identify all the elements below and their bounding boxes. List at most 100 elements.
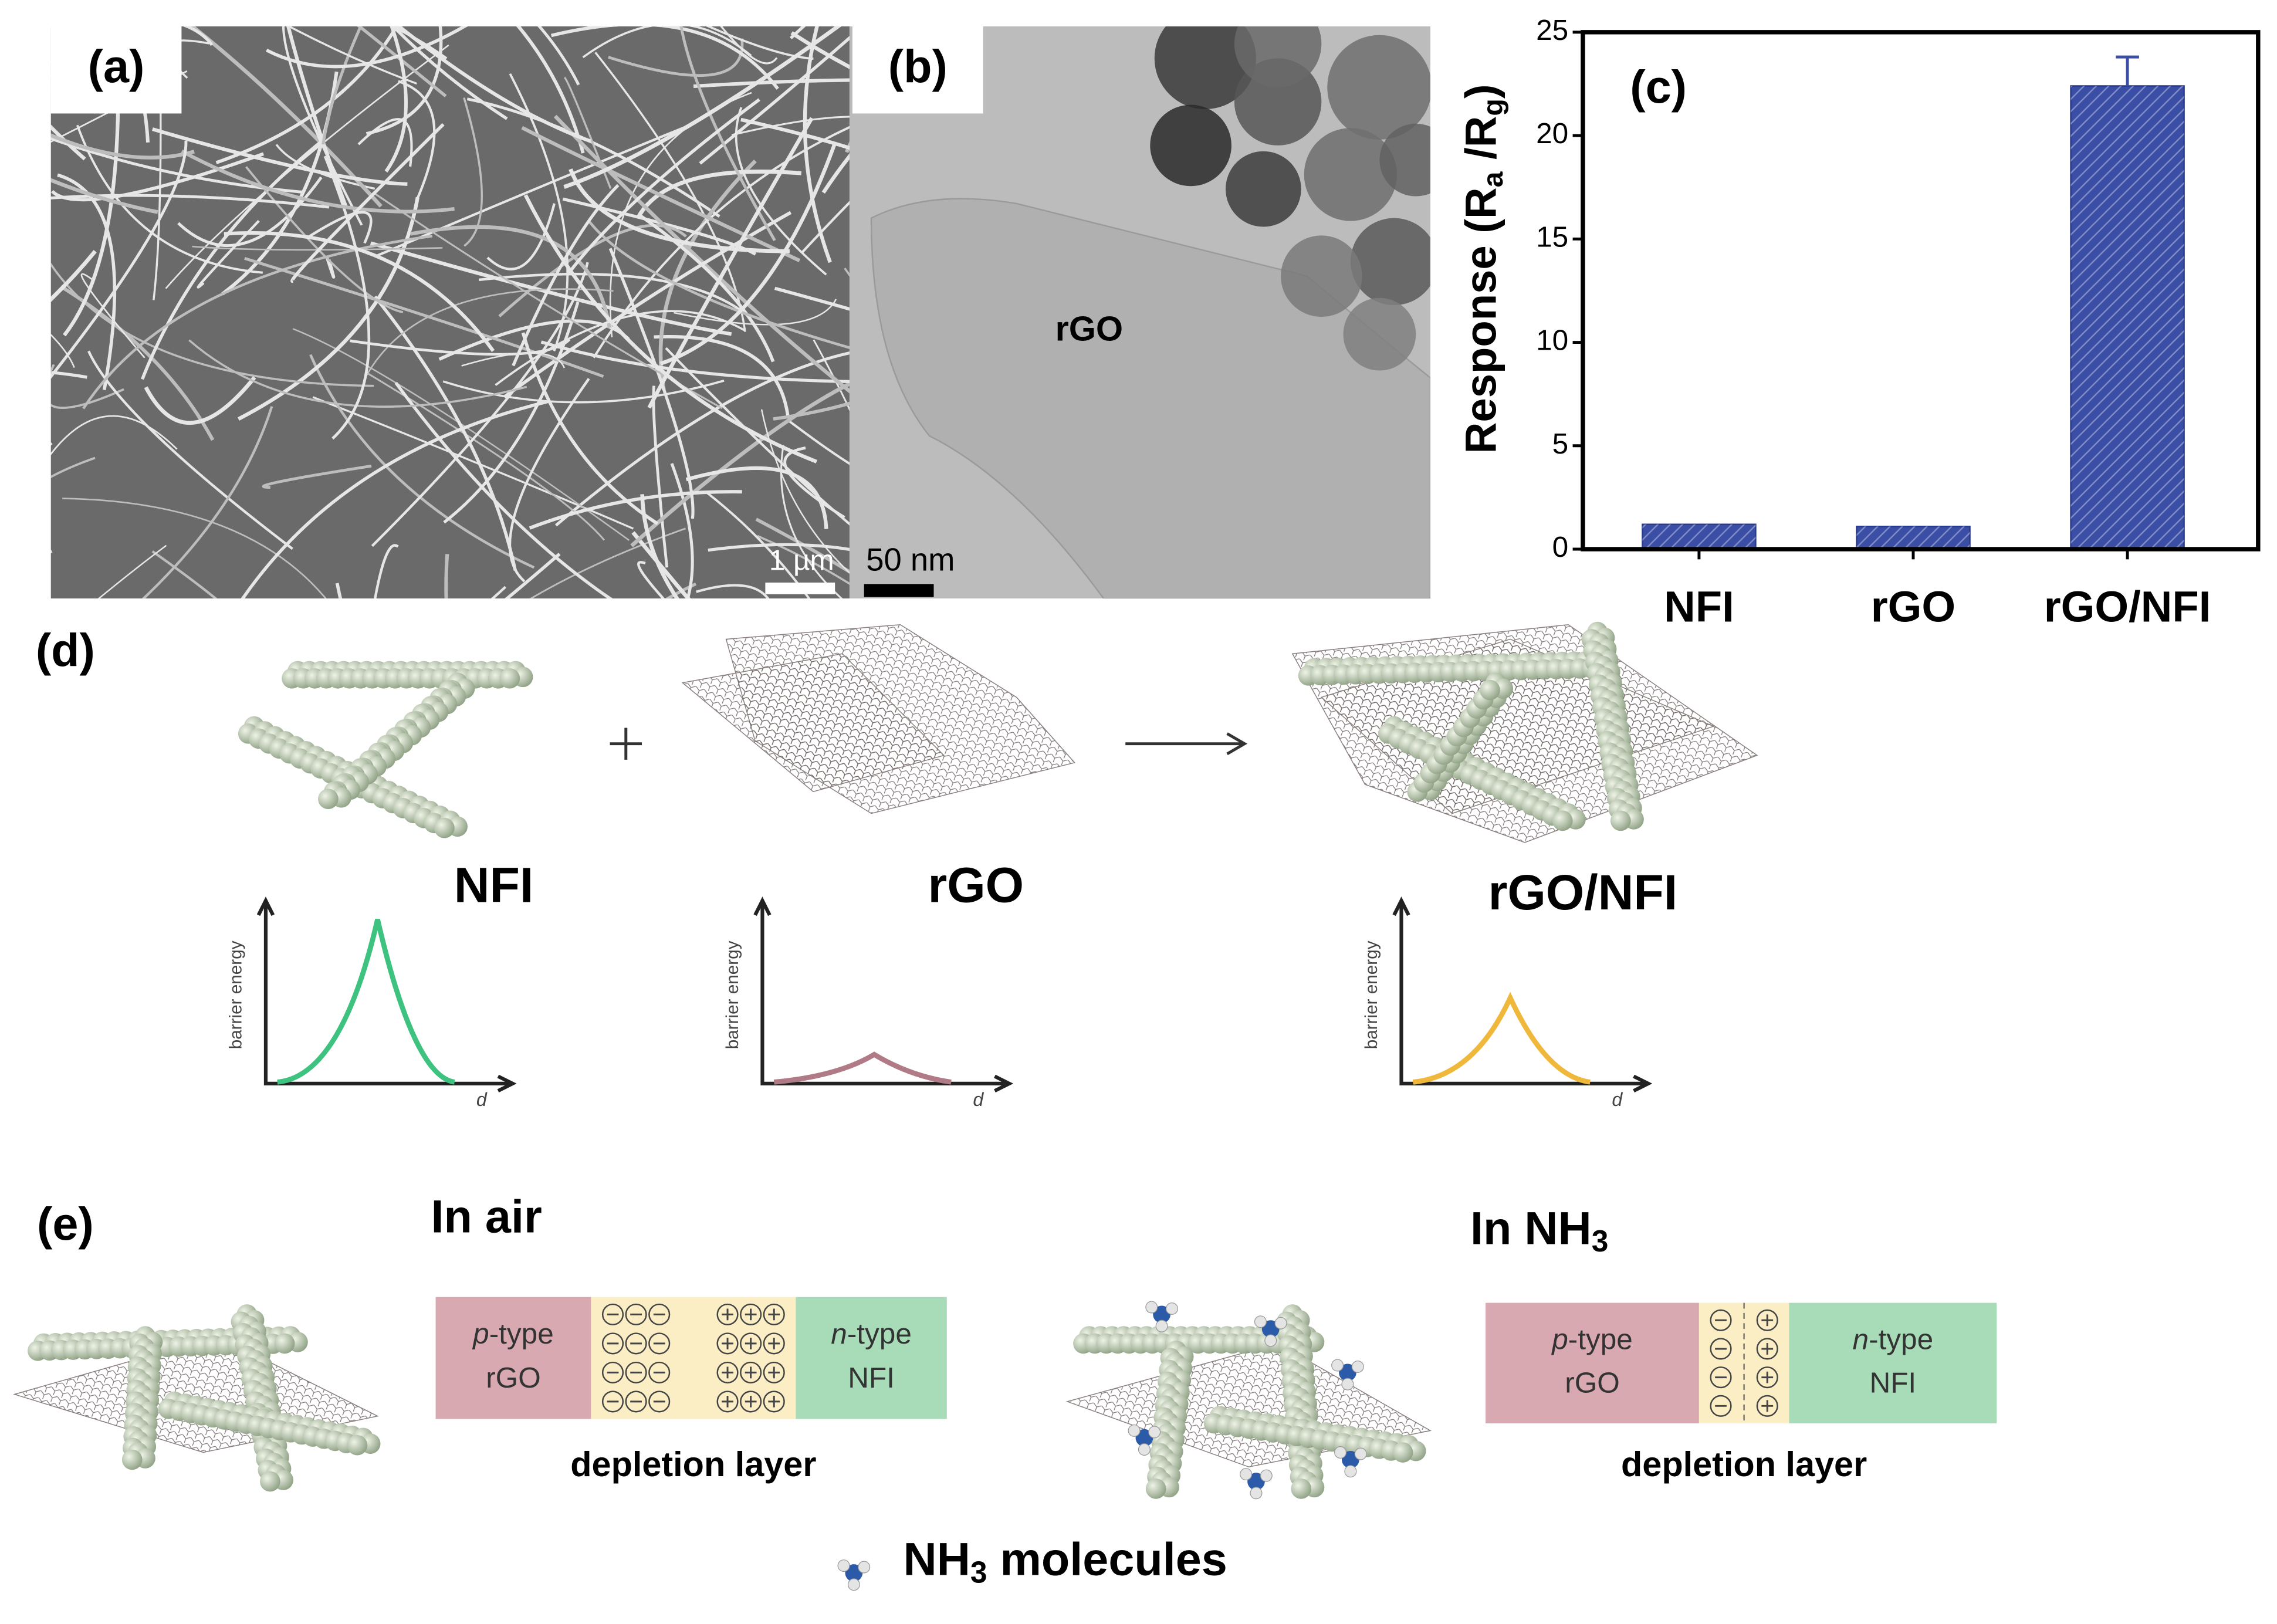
- charge: [648, 1303, 671, 1325]
- fiber: [192, 245, 443, 251]
- charge: [1756, 1395, 1778, 1417]
- scale-bar: [765, 582, 835, 594]
- nh3-h: [1351, 1360, 1364, 1373]
- nanoparticle: [1234, 26, 1322, 87]
- fiber: [478, 272, 750, 318]
- fiber: [110, 26, 114, 28]
- fiber: [636, 169, 802, 219]
- fiber: [731, 116, 850, 136]
- fiber: [529, 527, 686, 599]
- charge: [625, 1361, 647, 1383]
- charge: [716, 1303, 739, 1325]
- fiber: [813, 339, 850, 411]
- fiber: [63, 82, 120, 337]
- nh3-h: [1240, 1468, 1253, 1481]
- scale-bar: [864, 584, 934, 597]
- charge: [1710, 1366, 1732, 1389]
- fiber: [197, 219, 260, 289]
- charge: [740, 1332, 762, 1355]
- p-region: [435, 1297, 591, 1419]
- fiber: [50, 137, 304, 194]
- fiber: [307, 211, 373, 244]
- axis-label: barrier energy: [723, 940, 742, 1049]
- charge: [1756, 1366, 1778, 1389]
- fiber: [523, 194, 817, 463]
- fiber: [398, 80, 436, 199]
- fiber: [696, 584, 770, 599]
- fiber: [287, 26, 417, 85]
- y-tick-label: 15: [1536, 221, 1568, 253]
- fiber: [50, 140, 188, 379]
- composites: [13, 1304, 1432, 1499]
- sem-image: [50, 26, 850, 599]
- nh3-h: [1260, 1469, 1273, 1482]
- fiber: [80, 273, 146, 358]
- barrier-curve: [1412, 992, 1591, 1085]
- illustrations: [238, 621, 1758, 843]
- fiber: [706, 26, 814, 60]
- fiber: [292, 328, 630, 541]
- fiber: [569, 168, 790, 253]
- nanoparticle: [1226, 151, 1301, 227]
- fiber: [396, 26, 592, 143]
- nh3-h: [1274, 1317, 1287, 1329]
- nanofiber-sphere: [347, 1434, 368, 1456]
- charge-sign: [1761, 1343, 1774, 1355]
- text-part: 3: [970, 1555, 987, 1589]
- charge: [648, 1390, 671, 1413]
- fiber: [50, 262, 374, 387]
- nanofiber-sphere: [1552, 810, 1573, 831]
- fiber: [215, 26, 399, 164]
- barrier-curve: [773, 1051, 952, 1085]
- fiber: [637, 561, 665, 599]
- nh3-h: [1331, 1359, 1344, 1372]
- fiber: [540, 340, 850, 383]
- nh3-h: [1138, 1443, 1151, 1456]
- y-axis-label: Response (Ra /Rg): [1456, 84, 1509, 454]
- region-label: NFI: [1869, 1366, 1916, 1399]
- bar-hatch: [2070, 86, 2184, 550]
- panel-label: (d): [36, 624, 95, 676]
- fiber: [349, 338, 571, 356]
- charge-sign: [768, 1396, 780, 1408]
- fiber: [50, 178, 158, 214]
- fiber: [740, 117, 850, 150]
- bar-hatch: [1856, 526, 1970, 550]
- nanofiber-sphere: [434, 817, 455, 838]
- fiber: [391, 26, 508, 120]
- charge-sign: [768, 1308, 780, 1321]
- nh3-h: [1254, 1315, 1267, 1328]
- panel-label: (e): [37, 1197, 94, 1250]
- text-part: g: [1477, 99, 1509, 116]
- nanoparticle: [1281, 235, 1362, 317]
- text-part: p: [472, 1318, 489, 1350]
- nh3-h: [1250, 1487, 1263, 1500]
- fiber: [323, 155, 371, 440]
- charge: [1710, 1309, 1732, 1331]
- fiber: [516, 26, 585, 154]
- nanofiber-sphere: [121, 1449, 143, 1470]
- nanoparticle: [1350, 218, 1431, 306]
- region-label: NFI: [848, 1362, 895, 1394]
- charge-sign: [768, 1366, 780, 1379]
- fiber: [238, 197, 419, 421]
- fiber: [373, 295, 517, 571]
- fiber: [512, 184, 620, 367]
- fiber: [290, 123, 445, 283]
- error-bar: [2116, 55, 2139, 86]
- fiber: [76, 124, 263, 274]
- fiber: [639, 214, 775, 363]
- fiber: [587, 219, 850, 349]
- region-label: n-type: [1853, 1323, 1934, 1355]
- charge: [716, 1390, 739, 1413]
- fiber: [241, 400, 549, 599]
- nh3-h: [1344, 1465, 1357, 1478]
- nh3-h: [858, 1561, 871, 1574]
- fiber: [463, 97, 483, 247]
- charge: [763, 1361, 785, 1383]
- charge-sign: [722, 1337, 733, 1349]
- fiber: [665, 582, 697, 599]
- fiber: [50, 133, 195, 160]
- fiber: [87, 350, 293, 550]
- fiber: [509, 73, 569, 352]
